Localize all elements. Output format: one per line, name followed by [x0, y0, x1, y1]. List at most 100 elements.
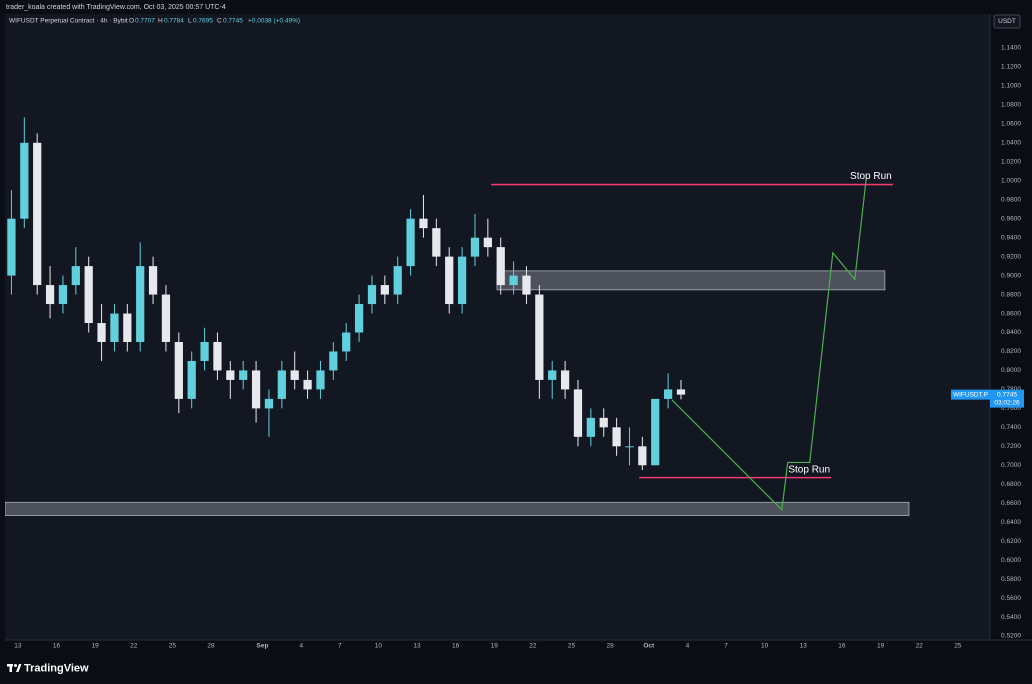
x-tick-label: 7 [338, 643, 342, 650]
candle-body [213, 341, 222, 371]
candle-body [174, 341, 183, 399]
ohlc-label: H [158, 18, 163, 25]
candle-body [354, 304, 364, 333]
plot-area [5, 14, 990, 640]
candle-body [316, 370, 325, 390]
y-tick-label: 0.5200 [1001, 633, 1021, 640]
candle-body [432, 228, 441, 257]
last-price-countdown: 03:02:26 [994, 399, 1020, 406]
candle-body [406, 218, 415, 267]
x-tick-label: 28 [207, 643, 215, 650]
y-tick-label: 0.9800 [1001, 196, 1021, 203]
projection-path [671, 179, 867, 512]
candle-body [483, 237, 492, 248]
candle-body [380, 285, 389, 295]
candle-body [200, 341, 209, 361]
candle-body [535, 294, 544, 380]
ohlc-value: 0.7695 [193, 18, 213, 25]
candle-body [586, 417, 595, 437]
branding: TradingView [24, 662, 89, 674]
x-tick-label: 4 [686, 643, 690, 650]
level-label: Stop Run [850, 171, 892, 182]
candle-body [187, 360, 196, 399]
y-tick-label: 0.5600 [1001, 595, 1021, 602]
x-tick-label: 19 [92, 643, 100, 650]
y-tick-label: 0.5400 [1001, 614, 1021, 621]
y-tick-label: 0.7400 [1001, 424, 1021, 431]
candle-body [97, 323, 106, 342]
y-tick-label: 1.0000 [1001, 177, 1021, 184]
candle-body [148, 266, 158, 295]
x-tick-label: 25 [169, 643, 177, 650]
x-tick-label: 7 [724, 643, 728, 650]
x-tick-label: 10 [761, 643, 769, 650]
y-tick-label: 0.9200 [1001, 253, 1021, 260]
candle-body [560, 370, 570, 390]
last-price-value: 0.7745 [997, 391, 1017, 398]
x-tick-label: 13 [800, 643, 808, 650]
candle-body [161, 294, 171, 342]
candle-body [457, 256, 467, 305]
candle-body [651, 398, 660, 466]
candle-body [329, 351, 338, 371]
candle-body [342, 332, 351, 352]
candle-body [419, 218, 428, 229]
y-tick-label: 1.1000 [1001, 83, 1021, 90]
ohlc-value: 0.7707 [135, 18, 155, 25]
x-tick-label: 19 [877, 643, 885, 650]
candle-body [625, 446, 634, 448]
ohlc-label: C [217, 18, 222, 25]
candle-body [290, 370, 299, 380]
level-label: Stop Run [788, 464, 830, 475]
y-tick-label: 1.0400 [1001, 140, 1021, 147]
y-tick-label: 0.8000 [1001, 367, 1021, 374]
candle-body [251, 370, 261, 409]
y-tick-label: 0.8400 [1001, 329, 1021, 336]
candle-body [7, 218, 16, 276]
last-price-symbol-box [951, 389, 990, 400]
x-tick-label: 22 [529, 643, 537, 650]
x-tick-label: 16 [838, 643, 846, 650]
candle-body [638, 446, 647, 466]
candle-body [33, 142, 42, 286]
zone-box [5, 501, 910, 516]
header-text: trader_koala created with TradingView.co… [6, 4, 226, 11]
currency-box[interactable] [993, 14, 1021, 29]
y-tick-label: 0.7000 [1001, 462, 1021, 469]
candle-body [71, 266, 80, 286]
y-tick-label: 0.9400 [1001, 234, 1021, 241]
x-tick-label: 19 [491, 643, 499, 650]
x-tick-label: Sep [257, 643, 269, 650]
ohlc-value: 0.7745 [223, 18, 243, 25]
last-price-symbol: WIFUSDT.P [953, 391, 988, 398]
ohlc-change: +0.0038 (+0.49%) [248, 18, 300, 25]
candle-body [470, 237, 480, 257]
y-tick-label: 0.8600 [1001, 310, 1021, 317]
y-tick-label: 1.0600 [1001, 121, 1021, 128]
y-tick-label: 1.1400 [1001, 45, 1021, 52]
candle-body [136, 266, 145, 342]
candle-body [303, 379, 312, 390]
candle-body [123, 313, 132, 342]
y-tick-label: 0.6200 [1001, 538, 1021, 545]
x-tick-label: 13 [14, 643, 22, 650]
y-tick-label: 0.7600 [1001, 405, 1021, 412]
candle-body [226, 370, 235, 380]
y-tick-label: 1.0800 [1001, 102, 1021, 109]
candle-body [264, 398, 274, 409]
y-tick-label: 0.6400 [1001, 519, 1021, 526]
x-tick-label: 25 [954, 643, 962, 650]
x-tick-label: Oct [643, 643, 655, 650]
candle-body [599, 417, 608, 428]
currency: USDT [998, 18, 1016, 25]
x-tick-label: 16 [53, 643, 61, 650]
candle-body [239, 370, 248, 380]
y-tick-label: 0.8200 [1001, 348, 1021, 355]
candle-body [522, 275, 531, 295]
last-price-box [990, 389, 1024, 408]
ohlc-label: O [129, 18, 134, 25]
x-tick-label: 10 [375, 643, 383, 650]
candle-body [496, 247, 505, 286]
x-tick-label: 16 [452, 643, 460, 650]
